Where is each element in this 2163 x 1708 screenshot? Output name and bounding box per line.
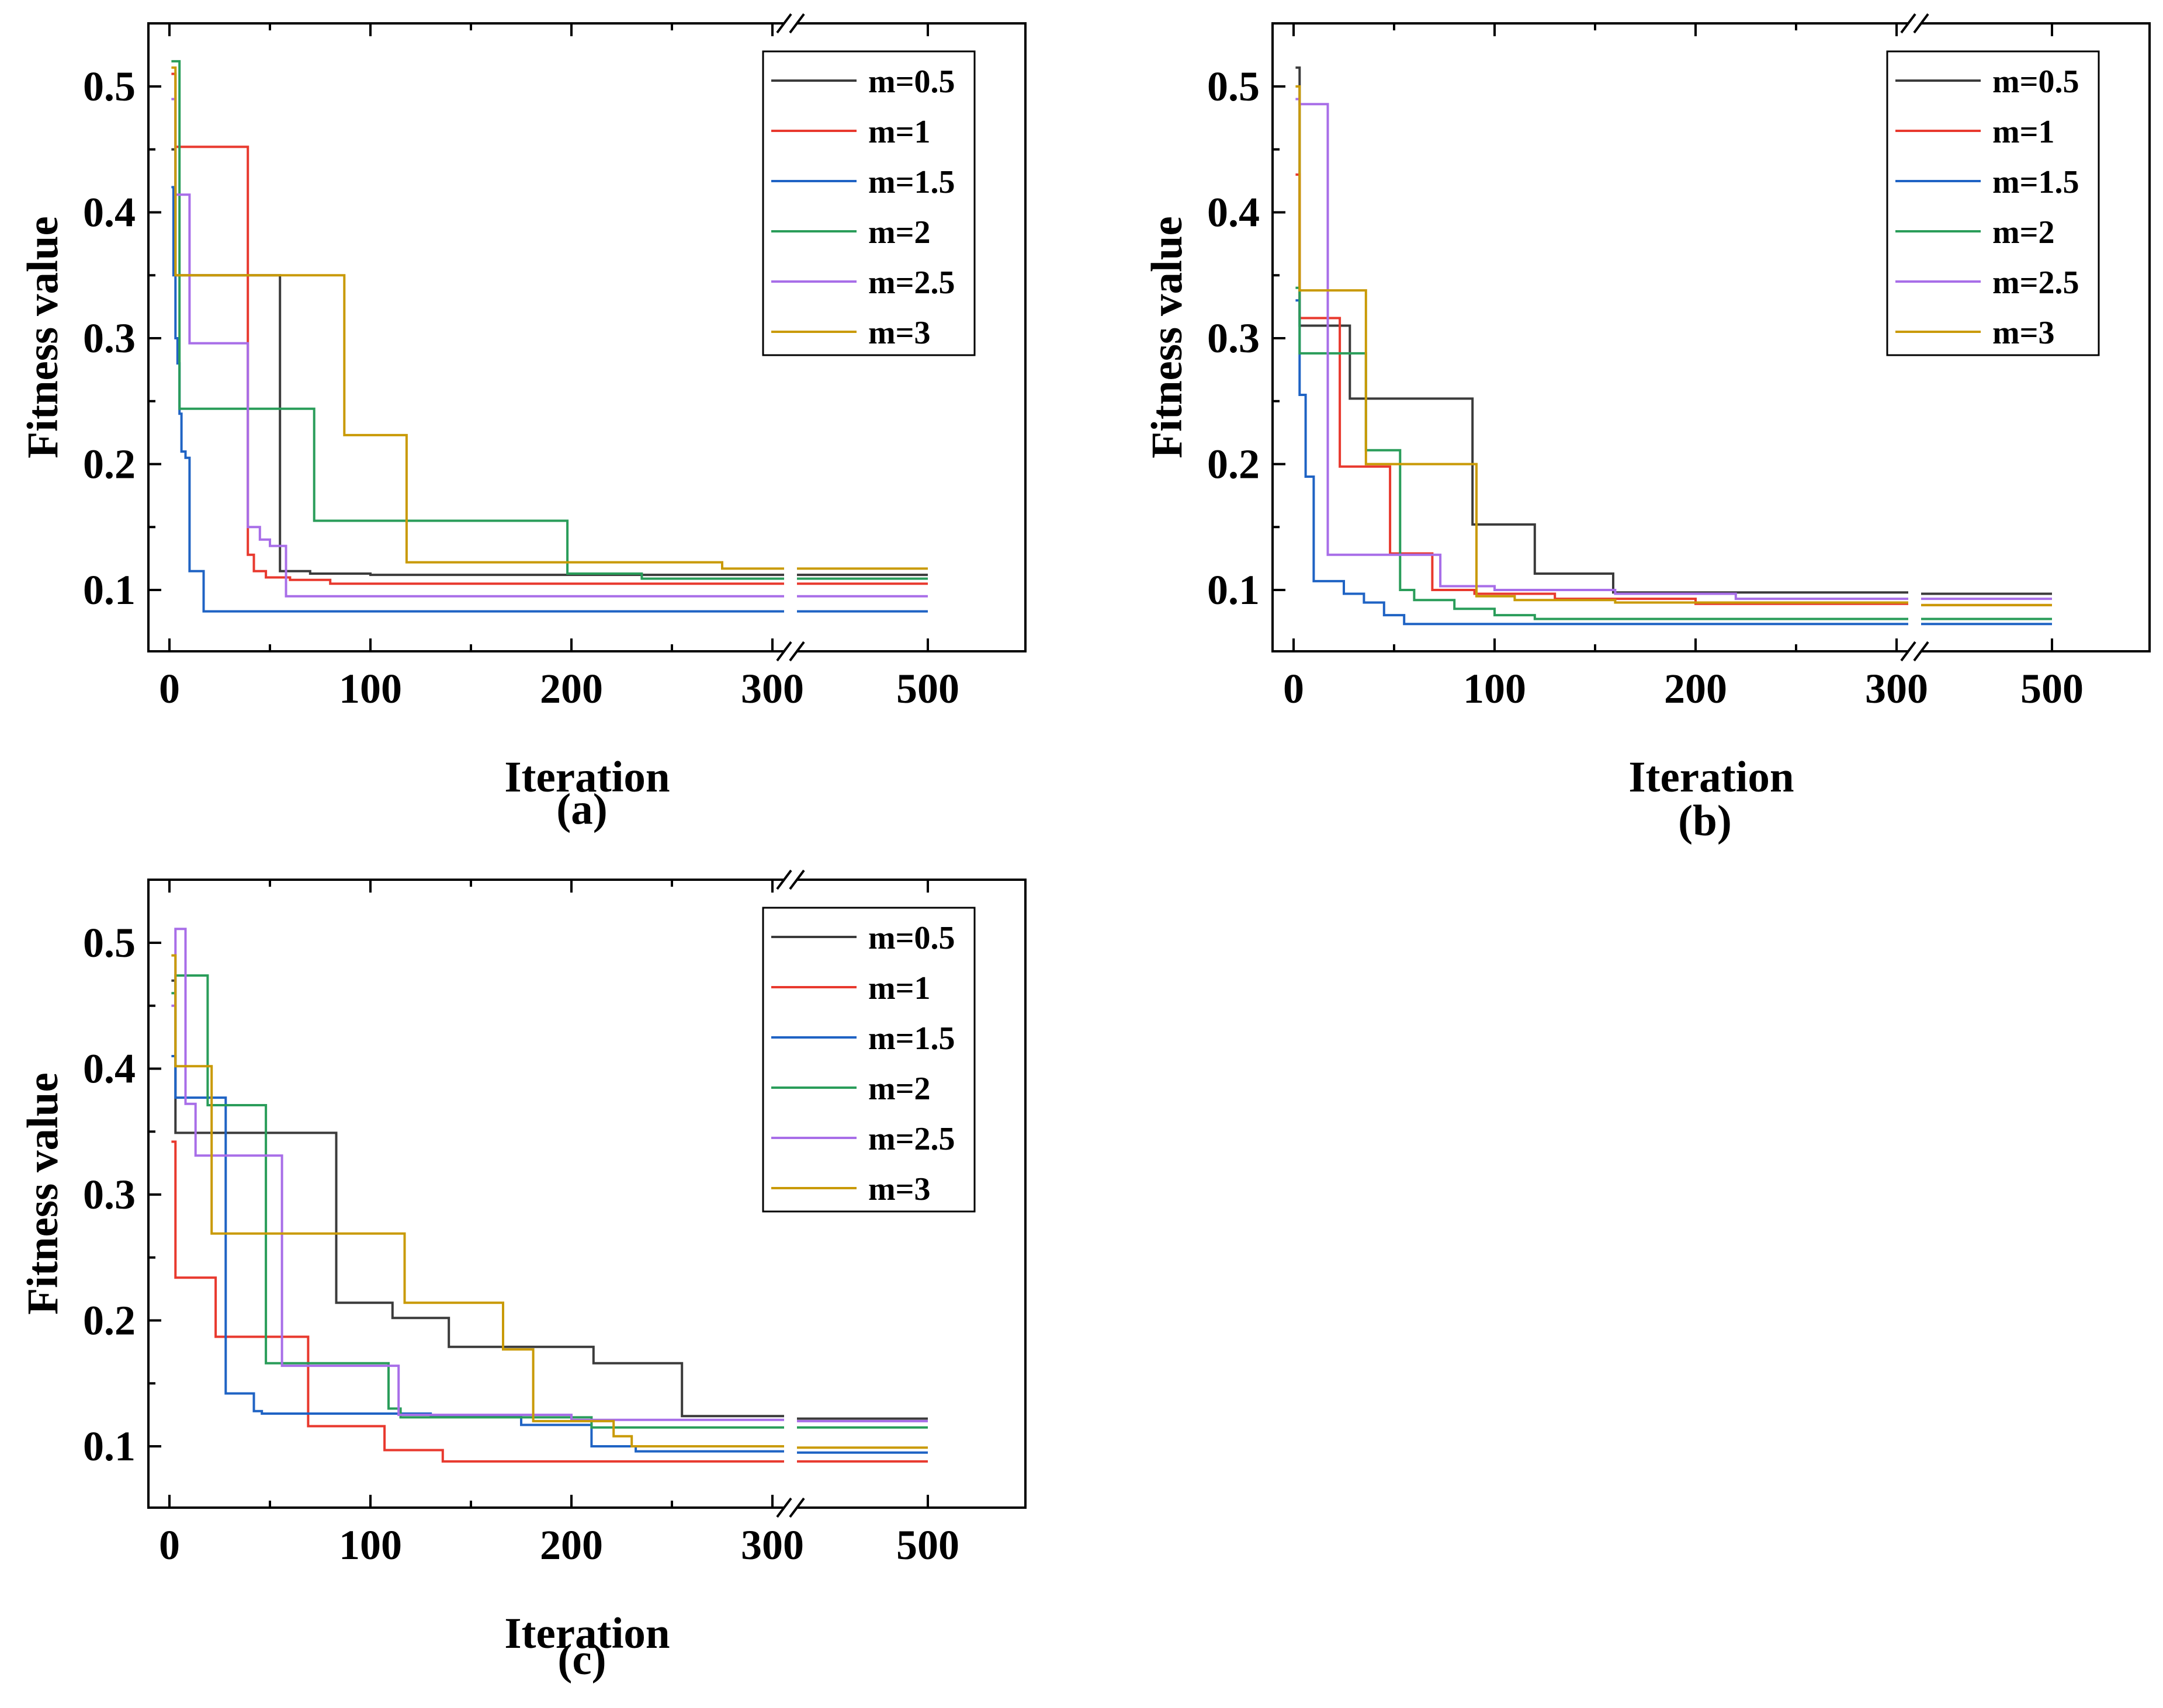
x-tick-label: 0 [1283,665,1304,712]
y-tick-label: 0.2 [83,441,136,488]
y-axis-title: Fitness value [19,216,67,459]
legend-label: m=1 [868,114,931,150]
legend-label: m=1.5 [868,164,955,200]
y-tick-label: 0.4 [1207,189,1260,236]
y-axis-title: Fitness value [19,1072,67,1315]
x-tick-label: 0 [159,665,180,712]
y-tick-label: 0.3 [1207,315,1260,362]
chart-panel: 0 100 200 300 500 0.1 0.2 0.3 0.4 0.5 m=0.5 m=1 m=1.… [19,869,1027,1658]
legend-label: m=0.5 [868,64,955,100]
series-line [171,954,928,1449]
series-line [171,72,928,585]
x-tick-label: 100 [339,665,402,712]
series-line [171,1140,928,1463]
x-tick-label: 500 [896,665,959,712]
x-axis-title: Iteration [504,753,670,801]
series-line [171,60,928,580]
y-tick-label: 0.5 [1207,63,1260,110]
axis-break-mark [789,869,805,890]
axis-break-mark [1900,641,1916,662]
panel-label: (a) [556,785,607,834]
x-axis-title: Iteration [504,1609,670,1658]
legend-label: m=2.5 [868,265,955,301]
legend-label: m=2 [1992,214,2055,251]
legend-label: m=2 [868,214,931,251]
axis-break-mark [789,641,805,662]
axis-break-bottom-gap [1908,648,1921,655]
chart-panel: 0 100 200 300 500 0.1 0.2 0.3 0.4 0.5 m=0.5 m=1 m=1.… [19,13,1027,801]
y-axis-title: Fitness value [1143,216,1191,459]
y-tick-label: 0.1 [83,567,136,613]
y-tick-label: 0.1 [1207,567,1260,613]
legend-box [762,50,976,356]
x-tick-label: 500 [2020,665,2084,712]
axis-break-mark [776,641,792,662]
legend-box [762,907,976,1213]
legend-label: m=1 [868,970,931,1006]
x-tick-label: 300 [1865,665,1928,712]
legend-label: m=3 [868,1171,931,1207]
legend-label: m=2.5 [1992,265,2079,301]
series-line [1295,85,2052,606]
axis-break-bottom-gap [784,1504,797,1511]
axis-break-mark [776,13,792,34]
y-tick-label: 0.1 [83,1423,136,1470]
y-tick-label: 0.2 [1207,441,1260,488]
legend-box [1886,50,2100,356]
y-tick-label: 0.5 [83,919,136,966]
panel-label: (c) [557,1636,606,1684]
legend-label: m=3 [1992,315,2055,351]
x-tick-label: 300 [741,1522,804,1568]
axis-break-mark [789,13,805,34]
series-line [171,979,928,1420]
series-line [171,66,928,570]
x-tick-label: 500 [896,1522,959,1568]
x-tick-label: 0 [159,1522,180,1568]
legend-label: m=2 [868,1071,931,1107]
series-line [1295,299,2052,626]
axis-break-top-gap [784,876,797,883]
series-line [1295,286,2052,620]
x-tick-label: 200 [1664,665,1727,712]
axis-break-mark [1913,13,1929,34]
y-tick-label: 0.4 [83,189,136,236]
axis-break-top-gap [1908,20,1921,27]
legend-label: m=3 [868,315,931,351]
y-tick-label: 0.3 [83,1171,136,1218]
y-tick-label: 0.5 [83,63,136,110]
legend-label: m=1 [1992,114,2055,150]
x-axis-title: Iteration [1628,753,1794,801]
legend-label: m=1.5 [868,1020,955,1057]
series-line [171,928,928,1422]
axis-break-mark [776,1497,792,1518]
axis-break-mark [776,869,792,890]
legend-label: m=0.5 [1992,64,2079,100]
x-tick-label: 100 [339,1522,402,1568]
series-line [1295,98,2052,600]
series-line [171,1055,928,1454]
x-tick-label: 300 [741,665,804,712]
y-tick-label: 0.3 [83,315,136,362]
axis-break-mark [1913,641,1929,662]
axis-break-mark [789,1497,805,1518]
axis-break-top-gap [784,20,797,27]
legend-label: m=1.5 [1992,164,2079,200]
x-tick-label: 200 [540,665,603,712]
legend-label: m=0.5 [868,920,955,956]
series-line [171,98,928,598]
y-tick-label: 0.2 [83,1297,136,1344]
x-tick-label: 200 [540,1522,603,1568]
y-tick-label: 0.4 [83,1046,136,1092]
legend-label: m=2.5 [868,1121,955,1157]
panel-label: (b) [1678,797,1732,845]
x-tick-label: 100 [1463,665,1526,712]
axis-break-bottom-gap [784,648,797,655]
chart-panel: 0 100 200 300 500 0.1 0.2 0.3 0.4 0.5 m=0.5 m=1 m=1.… [1143,13,2151,801]
axis-break-mark [1900,13,1916,34]
